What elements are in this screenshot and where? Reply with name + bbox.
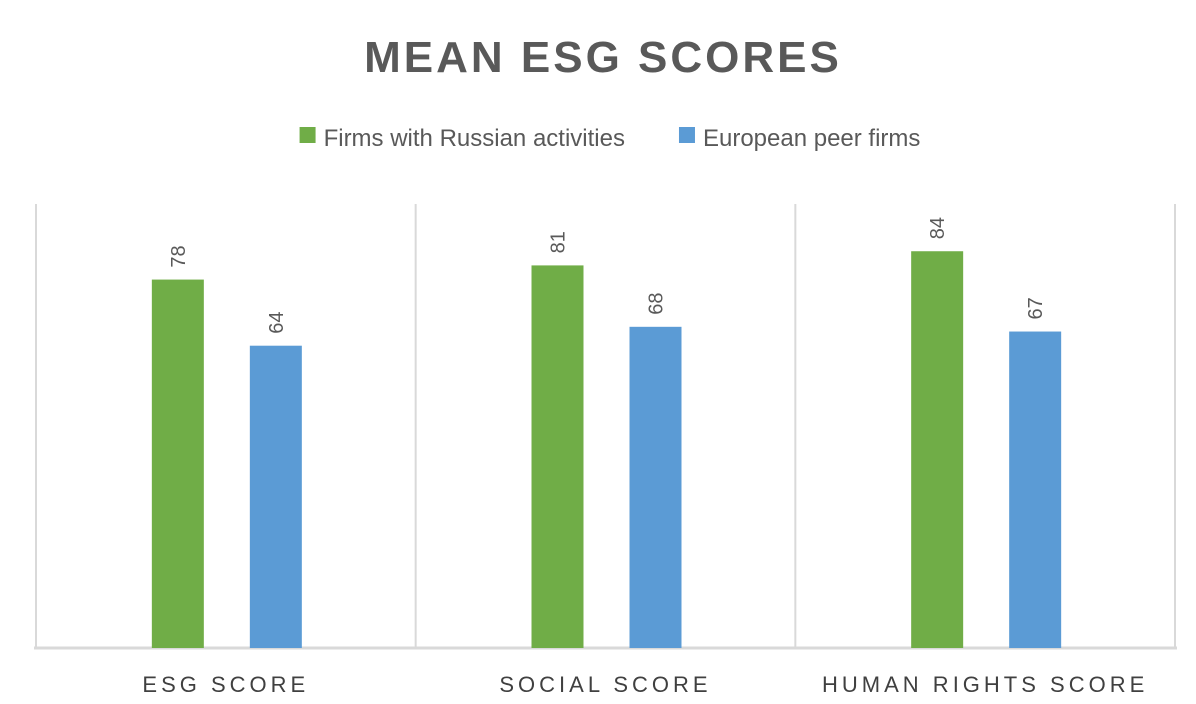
data-label-european-peer-firms-esg-score: 64 [266, 311, 288, 333]
plot-frame [34, 204, 1177, 650]
category-label-human-rights-score: HUMAN RIGHTS SCORE [822, 672, 1148, 697]
legend-label: European peer firms [703, 125, 920, 152]
data-label-firms-with-russian-activities-social-score: 81 [548, 231, 570, 253]
legend: Firms with Russian activities European pe… [299, 125, 920, 152]
legend-item-european-peer-firms: European peer firms [678, 125, 920, 152]
category-labels: ESG SCORE SOCIAL SCORE HUMAN RIGHTS SCORE [142, 672, 1148, 697]
chart-title: MEAN ESG SCORES [364, 33, 842, 82]
bar-firms-with-russian-activities-social-score [531, 265, 584, 648]
data-label-firms-with-russian-activities-human-rights-score: 84 [927, 217, 949, 239]
category-label-esg-score: ESG SCORE [142, 672, 309, 697]
bar-firms-with-russian-activities-esg-score [151, 279, 204, 648]
legend-swatch [678, 127, 695, 143]
bars [151, 251, 1062, 648]
category-label-social-score: SOCIAL SCORE [499, 672, 711, 697]
bar-european-peer-firms-human-rights-score [1009, 331, 1062, 648]
data-labels: 78 81 84 64 68 67 [168, 217, 1047, 334]
data-label-firms-with-russian-activities-esg-score: 78 [168, 245, 190, 267]
bar-firms-with-russian-activities-human-rights-score [911, 251, 964, 648]
bar-european-peer-firms-esg-score [249, 345, 302, 648]
legend-swatch [299, 127, 316, 143]
data-label-european-peer-firms-human-rights-score: 67 [1025, 297, 1047, 319]
bar-european-peer-firms-social-score [629, 326, 682, 648]
legend-label: Firms with Russian activities [324, 125, 625, 152]
data-label-european-peer-firms-social-score: 68 [646, 293, 668, 315]
legend-item-firms-with-russian-activities: Firms with Russian activities [299, 125, 625, 152]
